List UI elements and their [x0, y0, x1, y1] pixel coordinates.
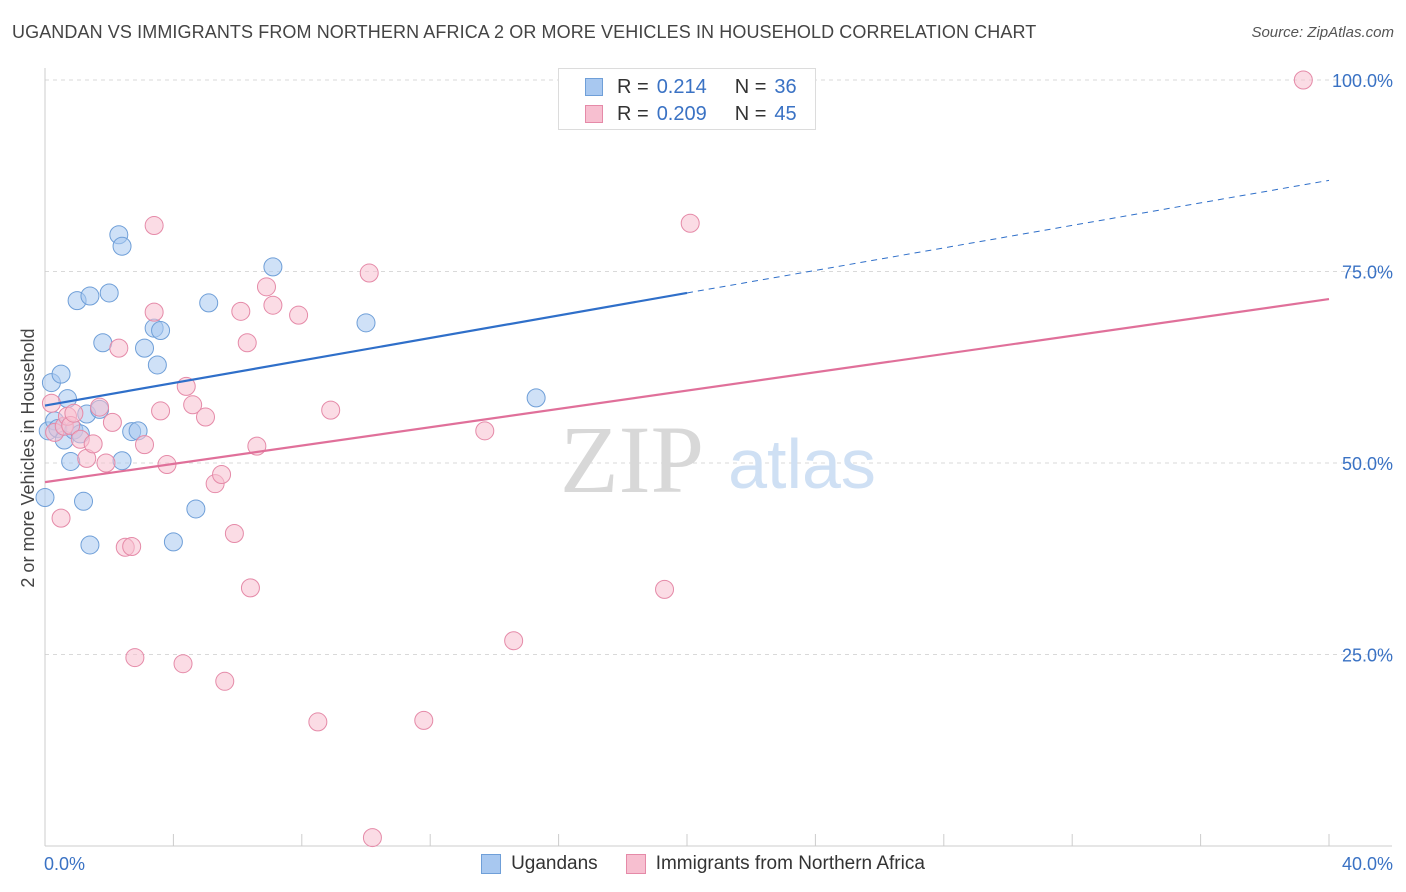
point-immigrants — [215, 671, 235, 691]
r-label: R = — [617, 75, 649, 98]
point-immigrants — [1293, 70, 1313, 90]
data-points — [35, 70, 1313, 848]
trend-extension-ugandans — [686, 179, 1330, 294]
point-immigrants — [256, 277, 276, 297]
point-ugandans — [151, 320, 171, 340]
series-legend: Ugandans Immigrants from Northern Africa — [0, 850, 1406, 878]
point-ugandans — [51, 364, 71, 384]
r-value: 0.209 — [656, 102, 707, 125]
point-immigrants — [321, 400, 341, 420]
point-ugandans — [61, 451, 81, 471]
point-immigrants — [109, 338, 129, 358]
point-immigrants — [263, 295, 283, 315]
grid-lines — [45, 79, 1392, 655]
point-immigrants — [135, 435, 155, 455]
n-label: N = — [734, 75, 767, 98]
point-immigrants — [504, 631, 524, 651]
point-immigrants — [237, 333, 257, 353]
point-immigrants — [240, 578, 260, 598]
trend-lines — [44, 179, 1330, 484]
x-tick-label: 40.0% — [1342, 854, 1393, 874]
point-immigrants — [64, 403, 84, 423]
point-ugandans — [263, 257, 283, 277]
watermark-zip: ZIP — [560, 406, 704, 513]
watermark-atlas: atlas — [728, 425, 876, 503]
point-ugandans — [112, 451, 132, 471]
r-value: 0.214 — [656, 75, 707, 98]
axes — [44, 68, 1392, 847]
point-immigrants — [125, 648, 145, 668]
y-tick-label: 50.0% — [1342, 454, 1393, 474]
legend-item-immigrants[interactable]: Immigrants from Northern Africa — [625, 853, 925, 875]
point-immigrants — [655, 579, 675, 599]
point-ugandans — [74, 491, 94, 511]
stats-row-immigrants: R = 0.209 N = 45 — [585, 102, 797, 126]
point-ugandans — [135, 338, 155, 358]
r-label: R = — [617, 102, 649, 125]
point-immigrants — [680, 213, 700, 233]
n-value: 36 — [774, 75, 797, 98]
point-immigrants — [102, 412, 122, 432]
point-ugandans — [80, 286, 100, 306]
point-immigrants — [122, 536, 142, 556]
legend-label-ugandans: Ugandans — [511, 853, 598, 874]
n-label: N = — [734, 102, 767, 125]
point-immigrants — [289, 305, 309, 325]
point-immigrants — [173, 654, 193, 674]
point-ugandans — [199, 293, 219, 313]
stats-swatch-immigrants — [585, 105, 603, 123]
point-ugandans — [93, 333, 113, 353]
point-immigrants — [151, 401, 171, 421]
stats-legend: R = 0.214 N = 36 R = 0.209 N = 45 — [558, 68, 816, 130]
legend-swatch-ugandans — [481, 854, 502, 874]
point-ugandans — [99, 283, 119, 303]
point-ugandans — [163, 532, 183, 552]
point-immigrants — [196, 407, 215, 427]
y-tick-label: 100.0% — [1332, 71, 1393, 91]
stats-swatch-ugandans — [585, 78, 603, 96]
trend-line-immigrants — [44, 297, 1330, 484]
y-tick-label: 75.0% — [1342, 263, 1393, 283]
point-immigrants — [359, 263, 379, 283]
point-ugandans — [112, 236, 132, 256]
point-immigrants — [144, 302, 164, 322]
tick-labels: 25.0% 50.0% 75.0% 100.0% 0.0% 40.0% — [44, 71, 1393, 874]
point-ugandans — [35, 487, 55, 507]
trend-line-ugandans — [44, 291, 688, 407]
point-immigrants — [183, 395, 203, 415]
point-immigrants — [144, 216, 164, 236]
x-tick-label: 0.0% — [44, 854, 85, 874]
point-immigrants — [231, 301, 251, 321]
source-label: Source: ZipAtlas.com — [1251, 24, 1394, 41]
legend-swatch-immigrants — [625, 854, 646, 874]
stats-row-ugandans: R = 0.214 N = 36 — [585, 75, 797, 99]
legend-item-ugandans[interactable]: Ugandans — [481, 853, 598, 875]
point-immigrants — [90, 397, 110, 417]
point-immigrants — [83, 434, 103, 454]
point-immigrants — [212, 464, 232, 484]
point-ugandans — [526, 388, 546, 408]
y-tick-label: 25.0% — [1342, 646, 1393, 666]
point-ugandans — [356, 313, 376, 333]
point-immigrants — [51, 508, 71, 528]
watermark: ZIP atlas — [560, 406, 876, 513]
point-immigrants — [362, 828, 382, 848]
y-axis-label: 2 or more Vehicles in Household — [18, 328, 38, 587]
point-immigrants — [414, 710, 434, 730]
point-ugandans — [147, 355, 167, 375]
point-immigrants — [308, 712, 328, 732]
point-immigrants — [475, 421, 495, 441]
point-ugandans — [80, 535, 100, 555]
point-immigrants — [96, 453, 116, 473]
chart-title: UGANDAN VS IMMIGRANTS FROM NORTHERN AFRI… — [12, 22, 1037, 42]
legend-label-immigrants: Immigrants from Northern Africa — [655, 853, 925, 874]
point-immigrants — [224, 523, 244, 543]
point-ugandans — [186, 499, 206, 519]
n-value: 45 — [774, 102, 797, 125]
